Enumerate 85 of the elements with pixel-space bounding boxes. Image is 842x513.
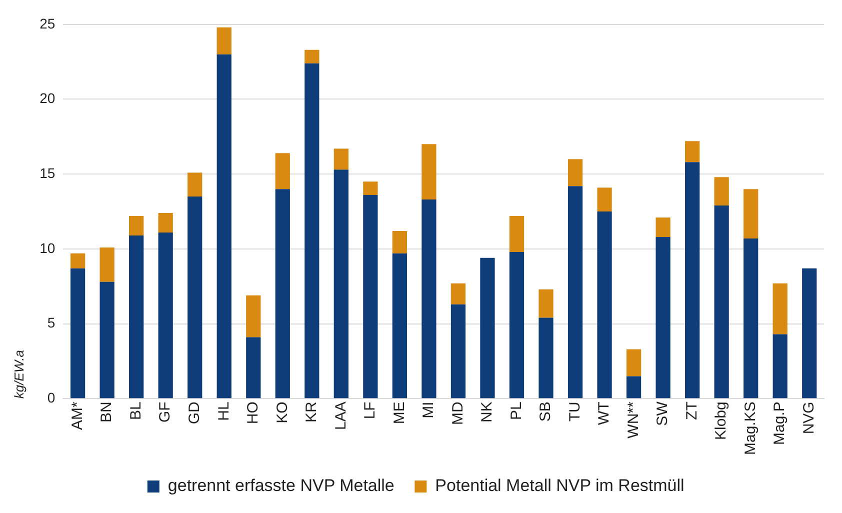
x-tick-label: LAA (332, 402, 350, 430)
bar (450, 283, 466, 304)
y-tick-label: 15 (40, 164, 56, 181)
bar (480, 258, 495, 398)
x-tick-label: HO (244, 402, 262, 424)
y-tick-label: 0 (47, 390, 56, 406)
bar (246, 295, 261, 338)
bar (158, 213, 173, 232)
bar (626, 349, 642, 376)
bar (70, 253, 86, 268)
bar (246, 337, 261, 398)
bar (744, 238, 758, 398)
bar (392, 230, 408, 254)
bar (422, 144, 436, 200)
x-tick-label: SW (654, 400, 672, 426)
bar (714, 206, 729, 398)
x-tick-label: WN** (624, 401, 642, 438)
bar (275, 153, 290, 190)
bar (597, 212, 612, 398)
bar (509, 252, 524, 398)
y-tick-label: 5 (47, 314, 56, 331)
bar (216, 54, 232, 398)
bar (129, 235, 144, 398)
bar (334, 170, 348, 398)
bar (772, 334, 788, 398)
x-tick-label: KO (274, 402, 291, 424)
legend-label: Potential Metall NVP im Restmüll (435, 476, 684, 496)
bar (744, 189, 758, 238)
bar (70, 268, 86, 398)
bar (685, 162, 700, 398)
bar (275, 189, 290, 398)
x-tick-label: AM* (68, 401, 86, 430)
y-tick-label: 25 (40, 15, 56, 32)
y-tick-label: 10 (40, 240, 56, 256)
bar (188, 172, 202, 197)
x-tick-label: PL (508, 402, 525, 420)
bar (568, 159, 583, 186)
bar (450, 304, 466, 398)
x-tick-label: BL (127, 402, 144, 420)
bar (334, 148, 348, 170)
x-tick-label: ME (390, 402, 408, 424)
bar (216, 27, 232, 54)
bar (685, 141, 700, 162)
x-tick-label: GF (156, 402, 174, 422)
bar (656, 218, 670, 237)
bar (626, 376, 642, 398)
bar (597, 188, 612, 212)
x-tick-label: MD (449, 401, 466, 425)
bar (656, 236, 670, 398)
x-tick-label: LF (362, 402, 379, 420)
x-tick-label: ZT (683, 402, 700, 420)
x-tick-label: Mag.P (771, 402, 788, 445)
bar (363, 182, 378, 196)
bar (802, 268, 817, 398)
x-tick-label: Klobg (712, 402, 730, 440)
bar (188, 196, 202, 398)
x-tick-label: NK (478, 402, 496, 422)
x-tick-label: GD (186, 401, 203, 424)
bar (509, 216, 524, 252)
bar (304, 50, 320, 64)
bar (304, 63, 320, 398)
x-tick-label: HL (215, 402, 232, 421)
bar (129, 216, 144, 236)
y-tick-label: 20 (40, 90, 56, 106)
x-tick-label: KR (303, 401, 320, 422)
bar (568, 186, 583, 398)
bar (422, 200, 436, 398)
x-tick-label: TU (566, 402, 584, 422)
bar (392, 253, 408, 398)
legend-label: getrennt erfasste NVP Metalle (168, 476, 394, 496)
x-tick-label: WT (596, 402, 613, 425)
bar (538, 318, 554, 398)
bar (772, 283, 788, 334)
bar (538, 289, 554, 318)
bar (158, 232, 173, 398)
x-tick-label: SB (537, 402, 554, 422)
x-tick-label: NVG (800, 402, 818, 434)
bar (100, 282, 114, 398)
bar (363, 195, 378, 398)
x-tick-label: BN (98, 402, 116, 422)
bar (100, 247, 114, 282)
bar (714, 177, 729, 206)
x-tick-label: Mag.KS (742, 402, 759, 455)
y-axis-title: kg/EW.a (11, 350, 26, 399)
x-tick-label: MI (420, 402, 438, 418)
